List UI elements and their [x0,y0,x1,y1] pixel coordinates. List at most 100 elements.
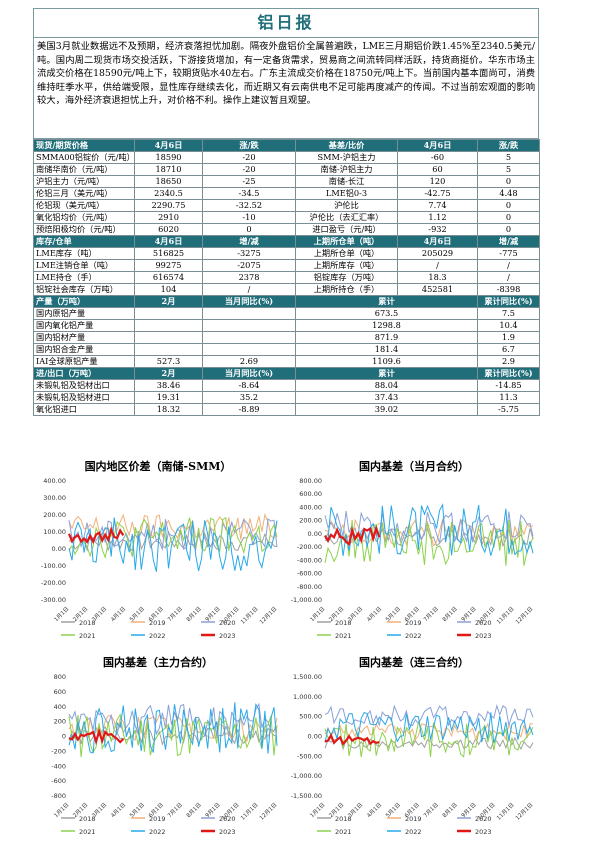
table-cell: -932 [397,223,478,236]
legend-label: 2023 [219,828,236,836]
table-cell: 4.48 [477,187,540,200]
x-tick-label: 4月1日 [365,605,383,623]
table-cell: 沪铝主力（元/吨） [33,175,135,188]
x-tick-label: 7月1日 [422,801,440,819]
table-cell: LME库存（吨） [33,247,135,260]
series-line-2022 [324,711,534,744]
y-tick-label: 800 [54,673,66,681]
table-cell: LME注销仓单（吨） [33,259,135,272]
table-cell: -8.64 [202,379,296,392]
table-cell: SMMA00铝锭价（元/吨） [33,151,135,164]
y-tick-label: 0.00 [308,530,322,538]
legend-label: 2022 [405,828,422,836]
y-tick-label: 0.00 [52,545,66,553]
chart-svg: 400.00 300.00 200.00 100.00 0.00 -100.00 -200.… [41,477,279,640]
table-cell: 累计 [295,367,478,380]
table-row: 南储华南价（元/吨） 18710 -20 南储-沪铝主力 60 5 [33,163,540,176]
y-tick-label: -200.00 [297,543,322,551]
table-cell: 18.3 [397,271,478,284]
table-cell: -5.75 [477,403,540,416]
table-cell: 5 [477,163,540,176]
chart-title: 国内基差（连三合约） [359,656,469,669]
y-tick-label: 400 [54,703,66,711]
table-cell: 7.5 [477,307,540,320]
table-row: 国内氧化铝产量 1298.8 10.4 [33,319,540,332]
table-cell: 铝锭库存（万吨） [295,271,398,284]
table-cell: 18590 [134,151,203,164]
series-line-2022 [68,702,278,754]
legend-label: 2021 [335,632,352,640]
y-tick-label: -500.00 [297,752,322,760]
table-cell: 预焙阳极均价（元/吨） [33,223,135,236]
legend-label: 2019 [405,619,422,627]
legend-label: 2023 [475,632,492,640]
legend-label: 2022 [149,828,166,836]
x-tick-label: 11月1日 [239,605,259,625]
table-cell: 上期所持仓（手） [295,283,398,296]
table-cell: 18.32 [134,403,203,416]
table-header-row: 进/出口（万吨） 2月 当月同比(%) 累计 累计同比(%) [33,367,540,380]
table-cell: -42.75 [397,187,478,200]
table-cell: 2月 [134,367,203,380]
table-header-row: 现货/期货价格 4月6日 涨/跌 基差/比价 4月6日 涨/跌 [33,139,540,152]
table-cell: LME持仓（手） [33,271,135,284]
table-cell: 88.04 [295,379,478,392]
charts-area: 国内地区价差（南储-SMM） 400.00 300.00 200.00 100.00 0… [33,458,539,842]
table-row: 预焙阳极均价（元/吨） 6020 0 进口盈亏（元/吨） -932 0 [33,223,540,236]
table-cell: 0 [477,199,540,212]
table-cell: / [397,259,478,272]
chart-title: 国内基差（主力合约） [103,656,213,669]
legend-label: 2021 [79,632,96,640]
table-cell: -20 [202,151,296,164]
chart-basis-third: 国内基差（连三合约） 1,500.00 1,000.00 500.00 0.00 -50… [289,654,539,844]
table-cell: 2.69 [202,355,296,368]
table-cell: 国内铝材产量 [33,331,135,344]
table-cell: 4月6日 [397,139,478,152]
table-row: LME库存（吨） 516825 -3275 上期所仓单（吨） 205029 -775 [33,247,540,260]
table-cell: 2910 [134,211,203,224]
table-cell: 35.2 [202,391,296,404]
table-cell: 2340.5 [134,187,203,200]
table-cell: 452581 [397,283,478,296]
table-cell: 0 [477,223,540,236]
chart-basis-current: 国内基差（当月合约） 800.00 600.00 400.00 200.00 0.00 -… [289,458,539,648]
table-cell: 1.12 [397,211,478,224]
table-row: 伦铝三月（美元/吨） 2340.5 -34.5 LME铝0-3 -42.75 4.48 [33,187,540,200]
legend-label: 2020 [475,815,492,823]
series-line-2021 [68,516,278,560]
table-cell: -20 [202,163,296,176]
table-cell [134,343,203,356]
x-tick-label: 5月1日 [128,605,146,623]
table-cell: 库存/仓单 [33,235,135,248]
table-cell: 涨/跌 [202,139,296,152]
table-cell: 37.43 [295,391,478,404]
table-cell: 516825 [134,247,203,260]
y-tick-label: 100.00 [43,528,66,536]
table-cell: -3275 [202,247,296,260]
table-cell: 增/减 [477,235,540,248]
y-tick-label: 300.00 [43,494,66,502]
y-tick-label: 400.00 [299,503,322,511]
table-cell: -8.89 [202,403,296,416]
x-tick-label: 1月1日 [309,605,327,623]
x-tick-label: 12月1日 [514,801,534,821]
table-cell: 累计同比(%) [477,295,540,308]
table-cell: 205029 [397,247,478,260]
table-cell: 铝锭社会库存（万吨） [33,283,135,296]
series-line-2020 [324,704,534,727]
series-line-2021 [324,721,534,758]
table-cell: 0 [477,211,540,224]
x-tick-label: 1月1日 [53,801,71,819]
table-cell: 南储-沪铝主力 [295,163,398,176]
legend-label: 2019 [149,815,166,823]
table-cell: 进/出口（万吨） [33,367,135,380]
y-tick-label: 500.00 [299,713,322,721]
table-cell: 5 [477,151,540,164]
x-tick-label: 12月1日 [514,605,534,625]
x-tick-label: 8月1日 [441,605,459,623]
table-cell: 18650 [134,175,203,188]
table-cell: / [202,283,296,296]
series-line-2020 [68,518,278,552]
table-cell: 产量（万吨） [33,295,135,308]
y-tick-label: 200 [54,718,66,726]
